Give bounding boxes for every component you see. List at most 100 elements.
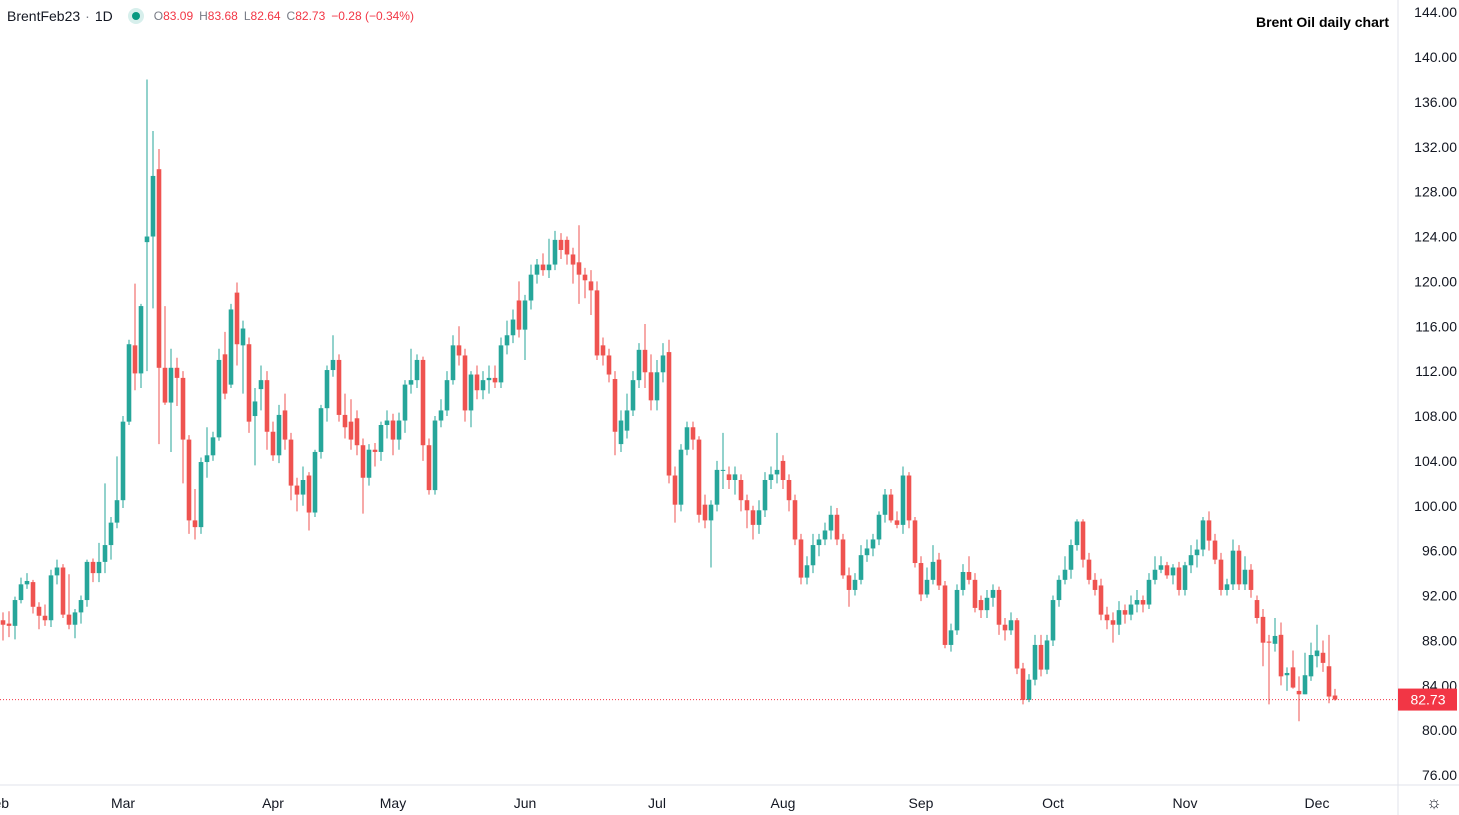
candle-body	[846, 575, 852, 590]
candle-body	[1080, 521, 1086, 560]
candle-body	[618, 420, 624, 445]
candle-body	[930, 561, 936, 580]
candle	[558, 233, 564, 259]
candle	[426, 438, 432, 495]
time-axis[interactable]: Feb Mar Apr May Jun Jul Aug Sep Oct Nov Dec	[0, 795, 1329, 811]
candle	[114, 456, 120, 529]
candle-body	[438, 410, 444, 421]
candle-body	[360, 445, 366, 478]
candle-body	[534, 264, 540, 275]
candle-body	[186, 439, 192, 521]
candle	[1170, 564, 1176, 585]
candle-body	[60, 567, 66, 615]
candle-body	[522, 300, 528, 330]
candle	[456, 326, 462, 366]
candle-body	[936, 559, 942, 586]
time-tick-label: Dec	[1305, 795, 1330, 811]
candle-body	[648, 372, 654, 401]
candle-body	[1104, 614, 1110, 621]
candle	[102, 483, 108, 574]
candle-body	[864, 548, 870, 556]
candle-body	[828, 514, 834, 531]
candle-body	[774, 469, 780, 475]
candle	[1044, 634, 1050, 675]
candle	[1092, 573, 1098, 596]
candle	[1182, 561, 1188, 596]
candle-body	[312, 451, 318, 513]
candle-body	[570, 254, 576, 265]
candle-body	[1266, 641, 1272, 643]
candle-body	[252, 401, 258, 417]
candle	[1266, 634, 1272, 705]
candle-body	[1146, 579, 1152, 605]
candle-body	[1194, 549, 1200, 556]
candle-body	[66, 614, 72, 625]
candle	[540, 253, 546, 276]
candle-body	[210, 437, 216, 456]
candle	[270, 421, 276, 461]
candle-body	[258, 380, 264, 390]
candle-body	[18, 584, 24, 601]
candle	[288, 432, 294, 501]
candle	[960, 564, 966, 596]
candle	[942, 580, 948, 649]
candle	[1068, 539, 1074, 579]
candle-body	[204, 455, 210, 463]
candle-body	[666, 352, 672, 476]
candle-body	[372, 449, 378, 452]
price-axis[interactable]: 76.0080.0084.0088.0092.0096.00100.00104.…	[1414, 4, 1457, 783]
candle-body	[738, 479, 744, 501]
candle	[906, 472, 912, 529]
candle	[876, 511, 882, 546]
candle	[438, 399, 444, 428]
candle-body	[948, 630, 954, 645]
candle-body	[84, 561, 90, 601]
candle	[216, 348, 222, 441]
candle-body	[1314, 650, 1320, 657]
candle	[858, 545, 864, 585]
candle	[720, 432, 726, 489]
candle-body	[816, 539, 822, 546]
candle-body	[984, 597, 990, 611]
candle	[1176, 561, 1182, 596]
candle-body	[924, 579, 930, 595]
candle-body	[1122, 610, 1128, 615]
candle	[1248, 564, 1254, 598]
candle	[972, 573, 978, 613]
candle-body	[726, 474, 732, 480]
candle	[192, 488, 198, 540]
candle	[294, 477, 300, 512]
candle-body	[450, 345, 456, 381]
candle-body	[12, 600, 18, 626]
last-price-label: 82.73	[1410, 692, 1445, 708]
candle-body	[162, 367, 168, 403]
candle	[810, 533, 816, 574]
candle-body	[822, 530, 828, 540]
close-value: 82.73	[295, 9, 326, 23]
candle	[948, 623, 954, 652]
candle	[744, 494, 750, 529]
candle-body	[804, 565, 810, 578]
price-tick-label: 144.00	[1414, 4, 1457, 20]
candle	[900, 466, 906, 534]
candle-body	[1032, 644, 1038, 680]
candles-layer	[0, 79, 1338, 722]
candle-body	[114, 500, 120, 523]
candle	[36, 602, 42, 630]
candle-body	[48, 575, 54, 621]
candle	[600, 337, 606, 366]
interval[interactable]: 1D	[94, 8, 113, 24]
candle-body	[390, 420, 396, 440]
candle	[1086, 552, 1092, 585]
symbol-name[interactable]: BrentFeb23	[7, 8, 81, 24]
candle	[642, 324, 648, 388]
candle	[846, 567, 852, 607]
candle	[306, 472, 312, 531]
candle-body	[510, 319, 516, 336]
candle-body	[474, 374, 480, 391]
candle-body	[1302, 675, 1308, 695]
candle-body	[834, 514, 840, 540]
gear-icon[interactable]: ☼	[1426, 793, 1442, 812]
candle	[936, 552, 942, 590]
